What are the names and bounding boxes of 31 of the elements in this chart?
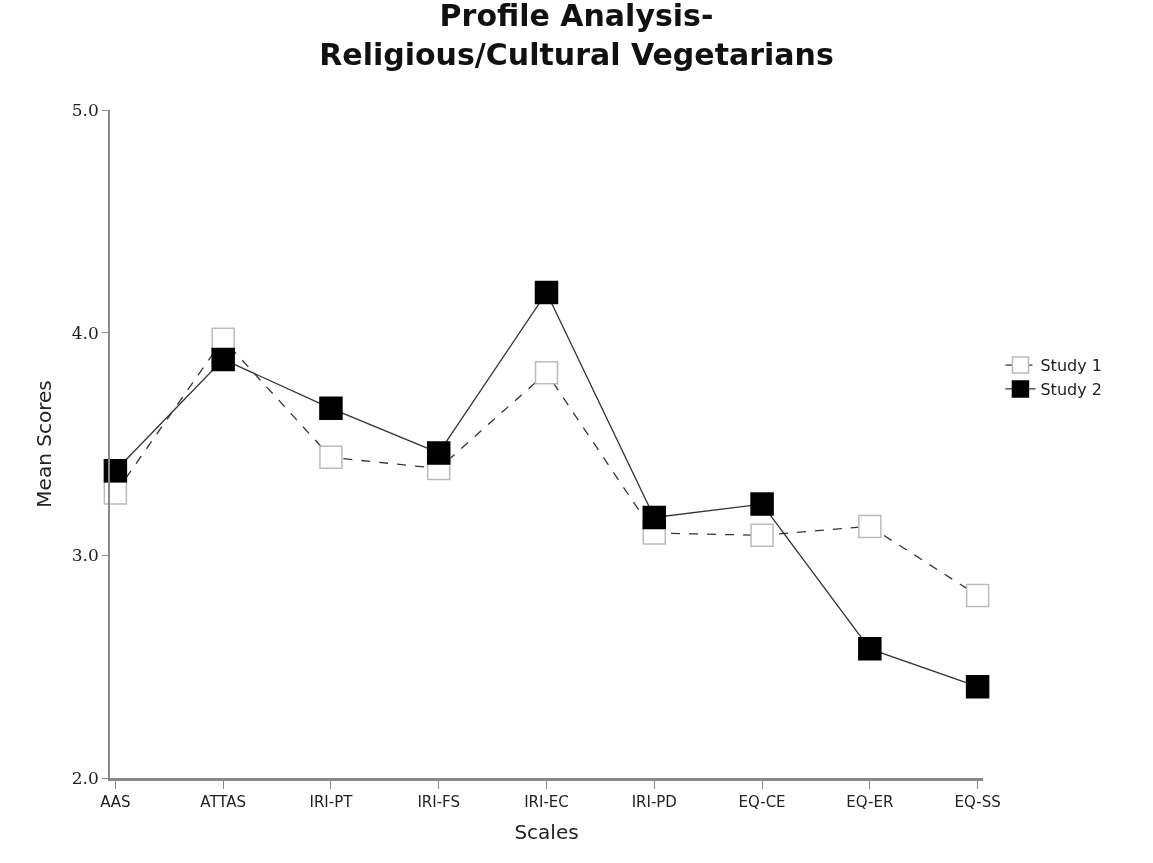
point (534, 280, 559, 305)
point (858, 514, 882, 539)
x-tick-label: EQ-CE (738, 793, 786, 811)
x-tick-label: IRI-PT (309, 793, 354, 811)
x-tick-label: EQ-ER (846, 793, 894, 811)
point (750, 492, 774, 516)
x-tick-label: IRI-PD (631, 793, 677, 811)
x-axis-title: Scales (514, 819, 579, 844)
x-tick-label: AAS (100, 793, 131, 811)
legend-label: Study 1 (1040, 356, 1102, 376)
y-tick-label: 4.0 (71, 322, 99, 343)
point (750, 523, 774, 548)
point (426, 441, 451, 465)
x-tick-label: IRI-FS (417, 793, 461, 811)
point (534, 361, 559, 385)
legend-label: Study 2 (1040, 380, 1102, 400)
point (965, 583, 990, 608)
y-tick-label: 5.0 (71, 99, 99, 120)
y-axis-title: Mean Scores (31, 380, 56, 508)
x-tick-label: EQ-SS (954, 793, 1001, 811)
point (319, 396, 343, 421)
y-tick-label: 2.0 (71, 767, 99, 788)
chart-title: Profile Analysis- Religious/Cultural Vegetarians (319, 0, 834, 72)
x-tick-label: ATTAS (200, 793, 247, 811)
point (965, 674, 990, 699)
y-tick-label: 3.0 (71, 545, 99, 566)
point (319, 445, 343, 470)
x-tick-label: IRI-EC (524, 793, 569, 811)
point (211, 347, 235, 372)
point (858, 637, 882, 661)
point (642, 505, 667, 530)
